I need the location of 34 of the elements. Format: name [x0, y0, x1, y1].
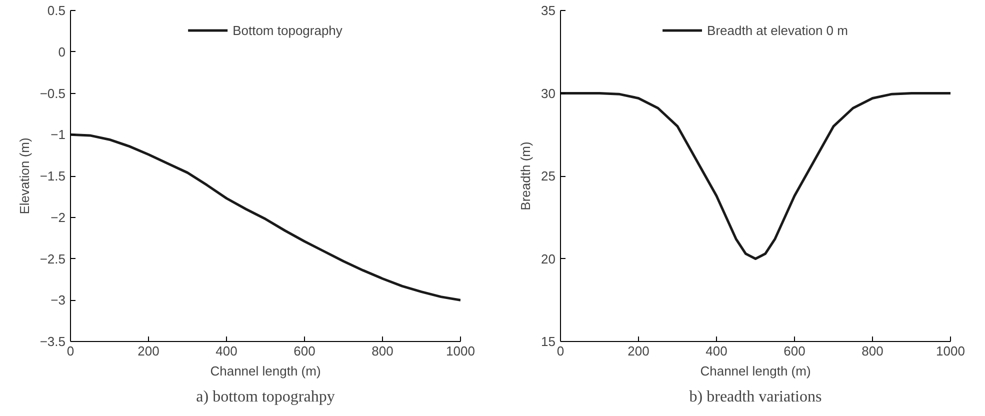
y-tick-label: −1.5	[40, 168, 66, 184]
y-tick-label: −0.5	[40, 86, 66, 101]
x-tick-label: 800	[862, 344, 884, 358]
x-axis-title: Channel length (m)	[700, 364, 811, 378]
line-series	[70, 133, 460, 302]
text: a) bottom topograhpy	[196, 388, 335, 406]
line-series	[560, 92, 950, 260]
x-tick-label: 400	[216, 344, 238, 358]
x-tick-label: 600	[784, 344, 806, 358]
x-axis-title: Channel length (m)	[210, 364, 321, 378]
x-tick-label: 800	[372, 344, 394, 358]
legend-label: Breadth at elevation 0 m	[707, 22, 848, 38]
y-tick-label: 35	[541, 3, 556, 18]
y-tick-label: 0.5	[47, 3, 66, 18]
y-tick-label: −3.5	[40, 334, 66, 349]
y-tick-label: 0	[58, 44, 66, 60]
y-tick-label: −3	[50, 292, 66, 308]
y-tick-label: −2.5	[40, 251, 66, 266]
legend-label: Bottom topography	[232, 22, 342, 38]
x-tick-label: 200	[138, 344, 160, 358]
y-tick-label: 15	[541, 334, 556, 349]
x-tick-label: 1000	[446, 344, 475, 358]
x-tick-label: 600	[294, 344, 316, 358]
y-axis-title: Breadth (m)	[518, 142, 534, 210]
x-tick-label: 200	[628, 344, 650, 358]
x-tick-label: 1000	[936, 344, 965, 358]
y-tick-label: −1	[50, 127, 66, 142]
text: b) breadth variations	[689, 388, 822, 406]
y-tick-label: −2	[50, 210, 66, 225]
y-axis-title: Elevation (m)	[16, 138, 32, 214]
x-tick-label: 400	[706, 344, 728, 358]
y-tick-label: 20	[541, 251, 556, 266]
y-tick-label: 25	[541, 168, 556, 184]
y-tick-label: 30	[541, 86, 556, 101]
